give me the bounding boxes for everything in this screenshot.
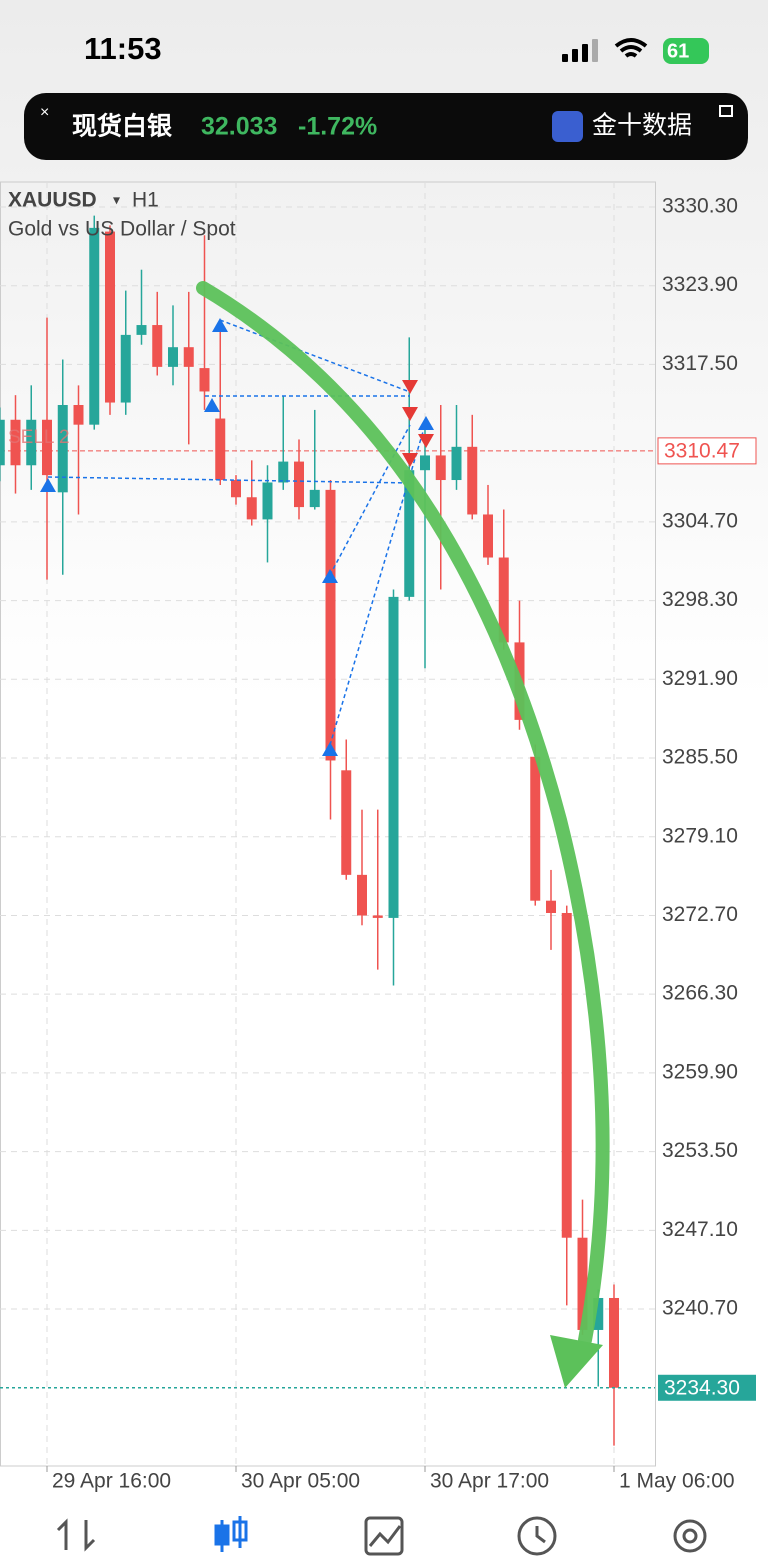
candle-body xyxy=(57,404,68,493)
candle-body xyxy=(420,455,430,471)
y-tick-label: 3298.30 xyxy=(662,588,738,611)
candle-body xyxy=(451,446,462,481)
y-tick-label: 3291.90 xyxy=(662,667,738,690)
candle-body xyxy=(609,1297,619,1388)
candle-body xyxy=(309,489,320,508)
battery-level: 61 xyxy=(667,40,689,62)
candle-body xyxy=(577,1237,588,1330)
dropdown-caret[interactable]: ▾ xyxy=(113,192,120,208)
y-tick-label: 3272.70 xyxy=(662,903,738,926)
close-button[interactable]: × xyxy=(40,104,49,121)
chart-tab-icon2 xyxy=(232,1520,248,1542)
trade-markers xyxy=(47,319,426,746)
clock: 11:53 xyxy=(84,31,162,66)
candle-body xyxy=(530,756,541,901)
wifi xyxy=(614,38,648,58)
candle-body xyxy=(183,347,194,367)
candle-body xyxy=(136,325,147,335)
chart-tab-icon xyxy=(214,1524,230,1546)
candle-body xyxy=(246,497,257,520)
chart-frame xyxy=(0,181,656,1467)
x-tick-label: 29 Apr 16:00 xyxy=(52,1470,171,1493)
y-tick-label: 3247.10 xyxy=(662,1218,738,1241)
candle-body xyxy=(388,596,399,918)
quotes-tab[interactable] xyxy=(364,1516,404,1556)
y-tick-label: 3323.90 xyxy=(662,273,738,296)
candle-body xyxy=(215,418,226,481)
candle-body xyxy=(561,912,572,1238)
history-tab[interactable] xyxy=(517,1516,557,1556)
candle-body xyxy=(26,419,37,466)
candle-body xyxy=(42,419,52,476)
toolbar xyxy=(56,1516,707,1556)
settings-tab[interactable] xyxy=(673,1519,707,1553)
candle-body xyxy=(593,1297,604,1330)
trade-tab[interactable] xyxy=(56,1518,96,1552)
y-tick-label: 3330.30 xyxy=(662,195,738,218)
candle-body xyxy=(89,227,100,425)
x-tick-label: 30 Apr 05:00 xyxy=(241,1470,360,1493)
y-tick-label: 3285.50 xyxy=(662,746,738,769)
trend-arrowhead xyxy=(550,1335,603,1388)
trend-arrow xyxy=(196,281,610,1347)
expand-icon[interactable] xyxy=(719,105,733,117)
signal xyxy=(562,39,598,62)
candle-body xyxy=(357,874,367,916)
candle-body xyxy=(435,455,446,481)
candle-body xyxy=(467,446,478,515)
candle-body xyxy=(546,900,556,913)
bid-label-box xyxy=(657,437,757,465)
last-price-box xyxy=(658,1374,756,1401)
y-tick-label: 3253.50 xyxy=(662,1139,738,1162)
candle-body xyxy=(152,325,163,367)
candle-body xyxy=(199,368,210,392)
symbol[interactable]: XAUUSD xyxy=(8,189,97,212)
candle-body xyxy=(341,770,352,875)
candle-body xyxy=(294,461,304,508)
y-tick-label: 3304.70 xyxy=(662,509,738,532)
y-tick-label: 3317.50 xyxy=(662,352,738,375)
trade-arrows xyxy=(40,318,434,756)
x-tick-label: 30 Apr 17:00 xyxy=(430,1470,549,1493)
y-tick-label: 3240.70 xyxy=(662,1297,738,1320)
order-label: SELL 2 xyxy=(8,427,70,448)
ticker-price: 32.033 xyxy=(201,113,277,141)
ticker-banner[interactable] xyxy=(24,93,748,160)
candle-body xyxy=(73,404,84,425)
candle-body xyxy=(0,419,5,466)
ticker-change: -1.72% xyxy=(298,113,377,141)
y-tick-label: 3279.10 xyxy=(662,824,738,847)
bid-label: 3310.47 xyxy=(664,439,740,462)
candle-body xyxy=(404,470,415,597)
battery xyxy=(663,38,709,64)
candle-body xyxy=(105,231,115,403)
candle-body xyxy=(498,557,509,643)
candle-body xyxy=(325,489,336,761)
candle-body xyxy=(10,419,21,466)
candle-body xyxy=(231,480,241,498)
candle-body xyxy=(278,461,289,483)
subtitle: Gold vs US Dollar / Spot xyxy=(8,218,236,241)
candle-body xyxy=(483,514,493,558)
y-tick-label: 3259.90 xyxy=(662,1060,738,1083)
candle-body xyxy=(262,482,273,520)
ticker-name: 现货白银 xyxy=(72,112,173,141)
candle-body xyxy=(372,915,383,918)
x-tick-label: 1 May 06:00 xyxy=(619,1470,735,1493)
y-tick-label: 3266.30 xyxy=(662,982,738,1005)
source-icon xyxy=(552,111,583,142)
last-price-label: 3234.30 xyxy=(664,1376,740,1399)
candle-body xyxy=(168,347,178,367)
timeframe[interactable]: H1 xyxy=(132,189,159,212)
source-name: 金十数据 xyxy=(592,112,692,140)
candle-body xyxy=(120,334,131,403)
